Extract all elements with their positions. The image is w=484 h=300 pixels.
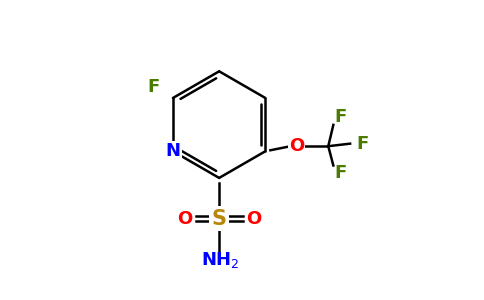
Text: F: F [148, 78, 160, 96]
Text: O: O [246, 209, 261, 227]
Text: S: S [212, 208, 227, 229]
Text: F: F [335, 108, 347, 126]
Text: F: F [335, 164, 347, 182]
Text: NH$_2$: NH$_2$ [201, 250, 240, 270]
Text: O: O [177, 209, 192, 227]
Text: F: F [356, 135, 368, 153]
Text: N: N [166, 142, 181, 160]
Text: O: O [289, 137, 304, 155]
